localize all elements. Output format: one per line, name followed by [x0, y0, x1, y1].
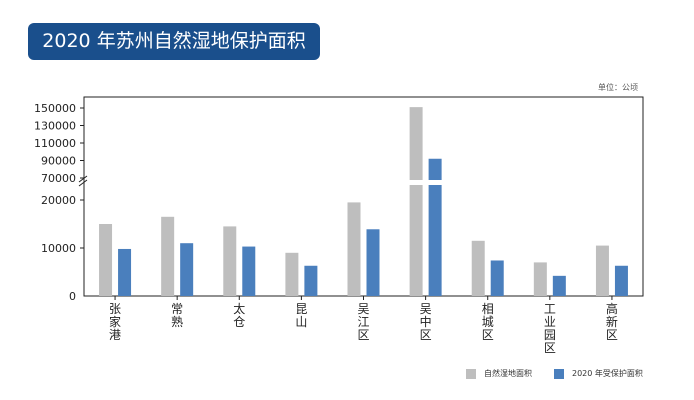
bar-natural	[533, 262, 547, 296]
y-tick-label: 130000	[34, 120, 76, 133]
bar-protected	[118, 248, 132, 296]
bar-protected	[428, 158, 442, 296]
x-tick-label: 常熟	[171, 302, 183, 329]
bar-protected	[490, 260, 504, 296]
legend-item-protected: 2020 年受保护面积	[554, 368, 643, 379]
y-tick-label: 10000	[41, 242, 76, 255]
bar-break-gap	[427, 180, 443, 185]
bar-protected	[366, 229, 380, 296]
bar-natural	[595, 245, 609, 296]
y-tick-label: 110000	[34, 137, 76, 150]
x-tick-label: 相城区	[482, 302, 494, 342]
y-tick-label: 70000	[41, 172, 76, 185]
bar-natural	[409, 107, 423, 296]
legend-swatch-natural	[466, 368, 476, 379]
x-tick-label: 太仓	[233, 301, 245, 329]
bar-natural	[471, 240, 485, 296]
y-tick-label: 90000	[41, 155, 76, 168]
x-tick-label: 昆山	[295, 302, 307, 329]
bar-natural	[223, 226, 237, 296]
unit-label: 单位：公顷	[598, 83, 638, 92]
legend-item-natural: 自然湿地面积	[466, 368, 532, 379]
legend-swatch-protected	[554, 368, 564, 379]
bar-protected	[552, 275, 566, 296]
y-tick-label: 20000	[41, 194, 76, 207]
x-tick-label: 张家港	[109, 302, 121, 342]
bar-break-gap	[408, 180, 424, 185]
legend: 自然湿地面积 2020 年受保护面积	[466, 368, 665, 379]
bar-protected	[242, 246, 256, 296]
legend-label-protected: 2020 年受保护面积	[572, 369, 643, 378]
axis-break-mark	[78, 179, 88, 187]
x-tick-label: 高新区	[606, 301, 618, 342]
chart-title: 2020 年苏州自然湿地保护面积	[28, 23, 320, 60]
y-tick-label: 150000	[34, 102, 76, 115]
bar-protected	[614, 265, 628, 296]
axis-break-mark	[78, 175, 88, 183]
legend-label-natural: 自然湿地面积	[484, 369, 532, 378]
bar-protected	[304, 265, 318, 296]
bar-natural	[161, 216, 175, 296]
bar-protected	[180, 243, 194, 296]
x-tick-label: 吴江区	[357, 302, 369, 342]
bar-natural	[347, 202, 361, 296]
bar-natural	[285, 252, 299, 296]
bar-natural	[99, 224, 113, 296]
y-tick-label: 0	[69, 290, 76, 303]
x-tick-label: 工业园区	[544, 302, 556, 355]
x-tick-label: 吴中区	[420, 302, 432, 342]
